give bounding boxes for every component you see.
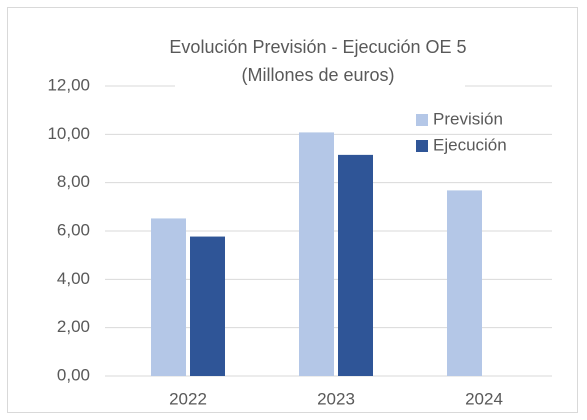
y-tick-label: 4,00 — [57, 269, 90, 288]
bar — [338, 154, 373, 376]
x-tick-label: 2022 — [169, 389, 207, 408]
bar — [190, 236, 225, 376]
legend-swatch — [416, 140, 428, 152]
title-backdrop — [175, 70, 465, 98]
x-tick-label: 2024 — [465, 389, 503, 408]
y-tick-label: 6,00 — [57, 220, 90, 239]
y-tick-label: 12,00 — [47, 75, 90, 94]
legend-label: Previsión — [433, 109, 503, 128]
y-tick-label: 2,00 — [57, 317, 90, 336]
bar — [151, 218, 186, 376]
y-tick-label: 10,00 — [47, 124, 90, 143]
legend-label: Ejecución — [433, 135, 507, 154]
y-tick-label: 0,00 — [57, 365, 90, 384]
x-tick-label: 2023 — [317, 389, 355, 408]
bar — [299, 132, 334, 376]
bar — [447, 190, 482, 376]
chart-subtitle: (Millones de euros) — [241, 65, 394, 85]
y-tick-label: 8,00 — [57, 172, 90, 191]
chart-title: Evolución Previsión - Ejecución OE 5 — [169, 37, 466, 57]
legend-swatch — [416, 114, 428, 126]
